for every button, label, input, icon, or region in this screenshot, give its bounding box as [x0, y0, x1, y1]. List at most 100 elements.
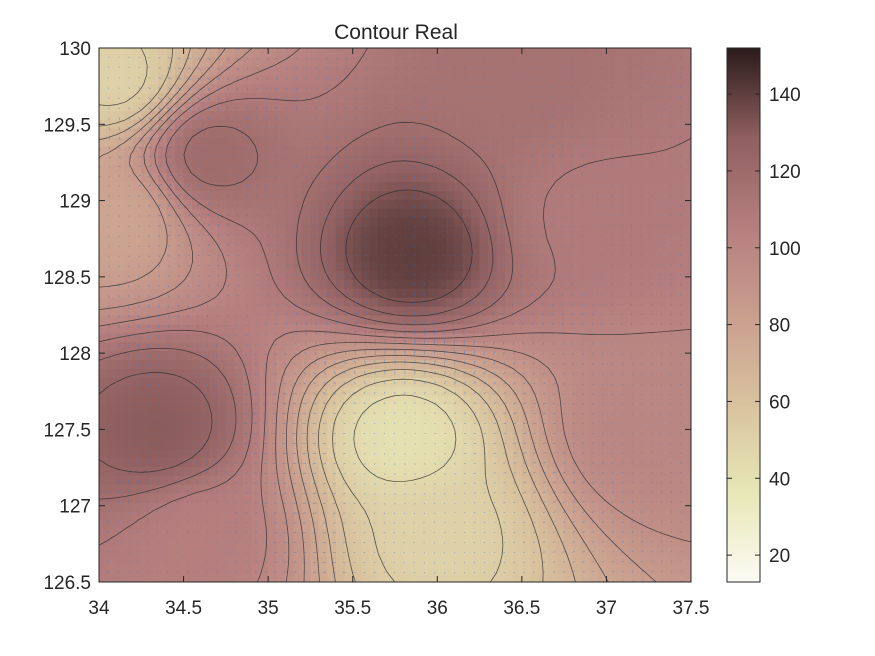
- heat-cell: [429, 386, 438, 396]
- heat-cell: [683, 404, 692, 414]
- heat-cell: [657, 226, 666, 236]
- heat-cell: [564, 413, 573, 423]
- heat-cell: [539, 110, 548, 120]
- heat-cell: [683, 493, 692, 503]
- heat-cell: [623, 368, 632, 378]
- heat-cell: [522, 48, 531, 58]
- heat-cell: [623, 253, 632, 263]
- heat-cell: [513, 502, 522, 512]
- heat-cell: [158, 315, 167, 325]
- heat-cell: [522, 164, 531, 174]
- heat-cell: [116, 538, 125, 548]
- heat-cell: [209, 520, 218, 530]
- heat-cell: [530, 217, 539, 227]
- heat-cell: [294, 182, 303, 192]
- heat-cell: [623, 502, 632, 512]
- heat-cell: [590, 564, 599, 574]
- heat-cell: [640, 395, 649, 405]
- heat-cell: [556, 377, 565, 387]
- heat-cell: [200, 564, 209, 574]
- heat-cell: [251, 306, 260, 316]
- heat-cell: [522, 66, 531, 76]
- heat-cell: [243, 546, 252, 556]
- heat-cell: [387, 475, 396, 485]
- heat-cell: [285, 377, 294, 387]
- heat-cell: [150, 235, 159, 245]
- heat-cell: [412, 271, 421, 281]
- heat-cell: [547, 164, 556, 174]
- heat-cell: [463, 297, 472, 307]
- heat-cell: [124, 155, 133, 165]
- heat-cell: [564, 244, 573, 254]
- heat-cell: [150, 440, 159, 450]
- heat-cell: [573, 475, 582, 485]
- heat-cell: [175, 333, 184, 343]
- heat-cell: [530, 253, 539, 263]
- heat-cell: [564, 386, 573, 396]
- heat-cell: [412, 173, 421, 183]
- heat-cell: [573, 377, 582, 387]
- heat-cell: [403, 48, 412, 58]
- heat-cell: [539, 377, 548, 387]
- heat-cell: [116, 484, 125, 494]
- heat-cell: [395, 404, 404, 414]
- heat-cell: [116, 564, 125, 574]
- heat-cell: [666, 502, 675, 512]
- heat-cell: [666, 128, 675, 138]
- heat-cell: [598, 315, 607, 325]
- heat-cell: [226, 555, 235, 565]
- heat-cell: [632, 101, 641, 111]
- heat-cell: [158, 324, 167, 334]
- heat-cell: [581, 66, 590, 76]
- heat-cell: [454, 253, 463, 263]
- heat-cell: [463, 57, 472, 67]
- heat-cell: [209, 475, 218, 485]
- heat-cell: [666, 244, 675, 254]
- heat-cell: [175, 66, 184, 76]
- heat-cell: [294, 288, 303, 298]
- heat-cell: [268, 75, 277, 85]
- heat-cell: [530, 75, 539, 85]
- heat-cell: [133, 484, 142, 494]
- heat-cell: [539, 279, 548, 289]
- heat-cell: [437, 529, 446, 539]
- heat-cell: [674, 457, 683, 467]
- heat-cell: [573, 66, 582, 76]
- heat-cell: [141, 529, 150, 539]
- heat-cell: [674, 529, 683, 539]
- heat-cell: [429, 199, 438, 209]
- heat-cell: [395, 475, 404, 485]
- heat-cell: [361, 493, 370, 503]
- heat-cell: [606, 208, 615, 218]
- heat-cell: [598, 324, 607, 334]
- heat-cell: [581, 377, 590, 387]
- heat-cell: [403, 573, 412, 583]
- heat-cell: [192, 520, 201, 530]
- heat-cell: [251, 315, 260, 325]
- heat-cell: [234, 253, 243, 263]
- heat-cell: [573, 262, 582, 272]
- heat-cell: [581, 555, 590, 565]
- heat-cell: [615, 279, 624, 289]
- heat-cell: [361, 431, 370, 441]
- heat-cell: [573, 101, 582, 111]
- heat-cell: [184, 164, 193, 174]
- heat-cell: [158, 546, 167, 556]
- heat-cell: [158, 431, 167, 441]
- heat-cell: [167, 279, 176, 289]
- heat-cell: [590, 164, 599, 174]
- heat-cell: [598, 395, 607, 405]
- heat-cell: [99, 271, 108, 281]
- heat-cell: [285, 342, 294, 352]
- heat-cell: [505, 226, 514, 236]
- heat-cell: [420, 244, 429, 254]
- heat-cell: [277, 511, 286, 521]
- heat-cell: [395, 173, 404, 183]
- heat-cell: [116, 422, 125, 432]
- heat-cell: [522, 440, 531, 450]
- heat-cell: [632, 449, 641, 459]
- heat-cell: [158, 466, 167, 476]
- heat-cell: [632, 271, 641, 281]
- heat-cell: [429, 101, 438, 111]
- heat-cell: [429, 422, 438, 432]
